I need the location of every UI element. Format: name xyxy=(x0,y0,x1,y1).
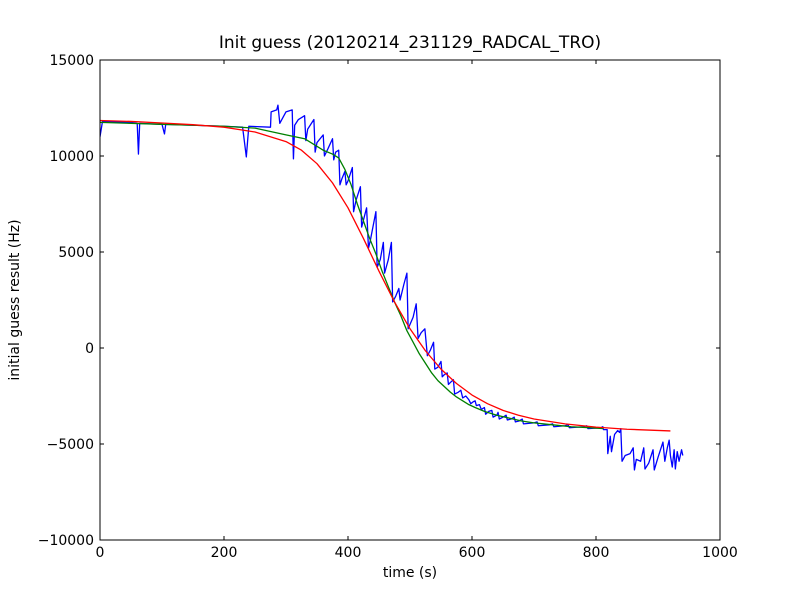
x-axis-title: time (s) xyxy=(383,565,437,581)
y-axis-title: initial guess result (Hz) xyxy=(7,219,23,380)
chart-title: Init guess (20120214_231129_RADCAL_TRO) xyxy=(219,33,601,53)
series-line-2 xyxy=(100,121,604,430)
y-tick-label: 15000 xyxy=(49,53,94,69)
x-tick-label: 400 xyxy=(335,545,362,561)
y-tick-label: 5000 xyxy=(58,245,94,261)
x-tick-label: 0 xyxy=(96,545,105,561)
y-tick-label: 10000 xyxy=(49,149,94,165)
y-tick-label: −5000 xyxy=(47,437,94,453)
series-layer xyxy=(100,104,684,471)
x-tick-label: 800 xyxy=(583,545,610,561)
x-tick-label: 600 xyxy=(459,545,486,561)
y-tick-label: 0 xyxy=(85,341,94,357)
plot-frame xyxy=(99,59,721,541)
y-tick-label: −10000 xyxy=(38,533,94,549)
series-line-1 xyxy=(100,104,684,471)
tick-layer: 0 200 400 600 800 1000 −10000 −5000 0 5000 10000 15… xyxy=(38,53,738,561)
series-line-3 xyxy=(100,119,671,432)
x-tick-label: 1000 xyxy=(702,545,738,561)
x-tick-label: 200 xyxy=(211,545,238,561)
